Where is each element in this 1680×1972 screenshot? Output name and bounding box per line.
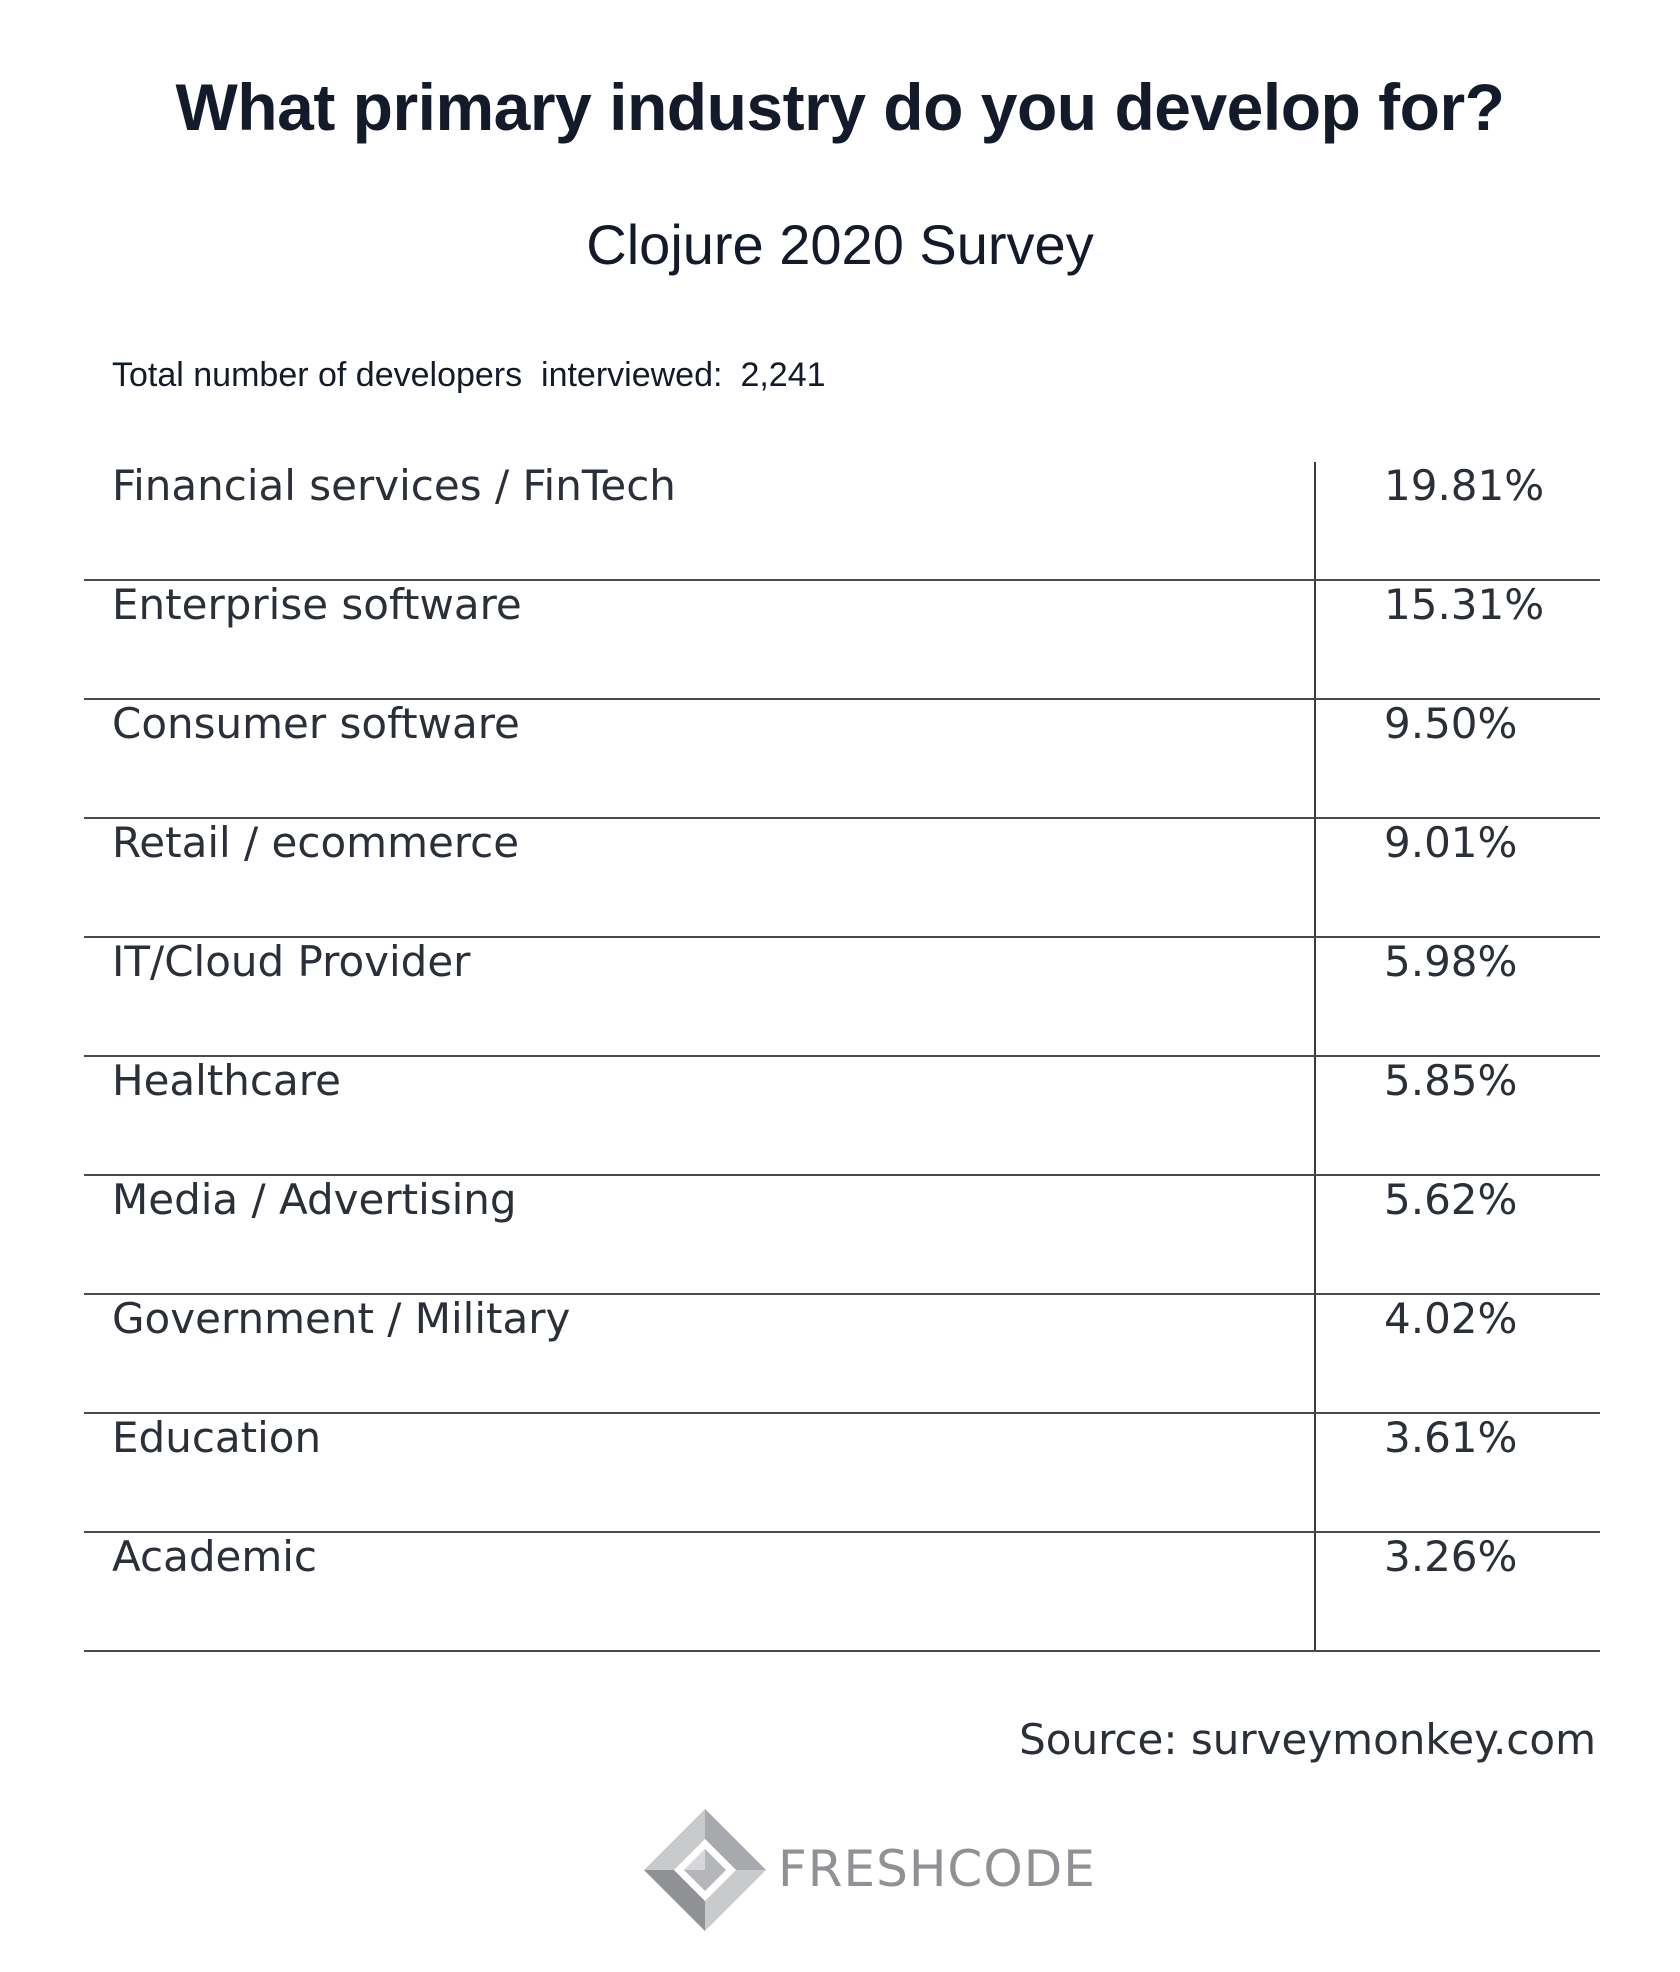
table-row: IT/Cloud Provider 5.98% bbox=[84, 937, 1600, 1057]
chart-subtitle: Clojure 2020 Survey bbox=[586, 213, 1094, 276]
column-divider bbox=[1314, 462, 1316, 1652]
industry-table: Financial services / FinTech 19.81% Enterp… bbox=[84, 461, 1600, 1652]
row-percentage-value: 5.98% bbox=[1384, 937, 1518, 986]
row-category-label: Education bbox=[112, 1413, 322, 1462]
freshcode-logo: FRESHCODE bbox=[640, 1805, 1095, 1935]
chart-title: What primary industry do you develop for… bbox=[175, 70, 1505, 144]
row-percentage-value: 19.81% bbox=[1384, 461, 1545, 510]
source-note: Source: surveymonkey.com bbox=[1019, 1715, 1596, 1764]
table-row: Government / Military 4.02% bbox=[84, 1294, 1600, 1414]
freshcode-diamond-logo-icon bbox=[644, 1809, 766, 1931]
table-row: Financial services / FinTech 19.81% bbox=[84, 461, 1600, 581]
row-category-label: Consumer software bbox=[112, 699, 520, 748]
table-row: Enterprise software 15.31% bbox=[84, 580, 1600, 700]
row-percentage-value: 9.01% bbox=[1384, 818, 1518, 867]
total-value: 2,241 bbox=[740, 356, 826, 394]
row-category-label: Financial services / FinTech bbox=[112, 461, 676, 510]
table-row: Consumer software 9.50% bbox=[84, 699, 1600, 819]
row-percentage-value: 4.02% bbox=[1384, 1294, 1518, 1343]
row-percentage-value: 15.31% bbox=[1384, 580, 1545, 629]
row-category-label: Government / Military bbox=[112, 1294, 571, 1343]
row-category-label: Enterprise software bbox=[112, 580, 522, 629]
row-percentage-value: 9.50% bbox=[1384, 699, 1518, 748]
row-percentage-value: 5.85% bbox=[1384, 1056, 1518, 1105]
total-label: Total number of developers interviewed: bbox=[112, 356, 723, 394]
row-category-label: Academic bbox=[112, 1532, 317, 1581]
table-row: Media / Advertising 5.62% bbox=[84, 1175, 1600, 1295]
total-respondents: Total number of developers interviewed: 2… bbox=[112, 352, 826, 398]
row-category-label: Healthcare bbox=[112, 1056, 341, 1105]
row-percentage-value: 3.61% bbox=[1384, 1413, 1518, 1462]
row-category-label: Media / Advertising bbox=[112, 1175, 517, 1224]
row-category-label: IT/Cloud Provider bbox=[112, 937, 471, 986]
table-row: Academic 3.26% bbox=[84, 1532, 1600, 1652]
table-row: Education 3.61% bbox=[84, 1413, 1600, 1533]
table-row: Retail / ecommerce 9.01% bbox=[84, 818, 1600, 938]
row-category-label: Retail / ecommerce bbox=[112, 818, 520, 867]
row-percentage-value: 3.26% bbox=[1384, 1532, 1518, 1581]
row-percentage-value: 5.62% bbox=[1384, 1175, 1518, 1224]
freshcode-logo-text: FRESHCODE bbox=[778, 1840, 1096, 1898]
table-row: Healthcare 5.85% bbox=[84, 1056, 1600, 1176]
